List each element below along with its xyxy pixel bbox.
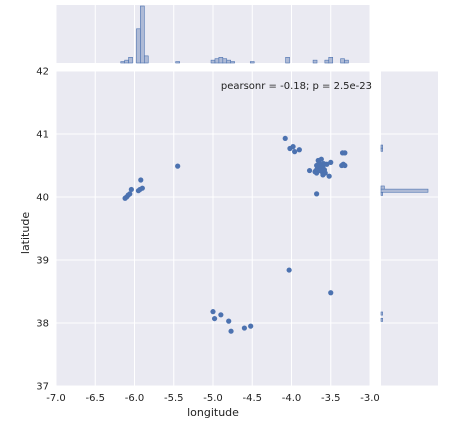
y-tick-label-0: 37 bbox=[36, 382, 49, 393]
x-hist-bar-0 bbox=[120, 61, 125, 64]
y-tick-label-1: 38 bbox=[36, 319, 49, 330]
x-tick-label-8: -3.0 bbox=[360, 393, 380, 404]
pearson-annotation: pearsonr = -0.18; p = 2.5e-23 bbox=[221, 81, 372, 92]
y-hist-bar-3 bbox=[380, 188, 429, 193]
data-point-17 bbox=[282, 135, 288, 142]
data-point-41 bbox=[328, 159, 334, 165]
x-hist-bar-1 bbox=[124, 59, 129, 64]
y-hist-bar-1 bbox=[380, 311, 383, 316]
x-tick-label-3: -5.5 bbox=[164, 393, 184, 404]
x-hist-bar-11 bbox=[226, 59, 231, 64]
data-point-19 bbox=[290, 144, 296, 150]
x-hist-bar-17 bbox=[328, 56, 334, 64]
data-point-15 bbox=[241, 325, 247, 331]
data-point-20 bbox=[292, 149, 298, 155]
y-hist-bar-4 bbox=[380, 185, 385, 190]
y-marginal-histogram bbox=[380, 70, 438, 387]
y-tick-label-2: 39 bbox=[36, 256, 49, 267]
data-point-3 bbox=[127, 191, 133, 197]
data-point-8 bbox=[138, 177, 144, 183]
data-point-10 bbox=[210, 309, 216, 315]
scatter-plot-area: -7.0 -6.5 -6.0 -5.5 -5.0 -4.5 -4.0 -3.5 -3.0 37 38… bbox=[36, 67, 379, 405]
x-hist-bar-19 bbox=[344, 59, 349, 64]
x-hist-bar-9 bbox=[218, 56, 224, 64]
data-point-45 bbox=[317, 167, 323, 174]
x-hist-bar-16 bbox=[324, 59, 330, 64]
x-tick-label-6: -4.0 bbox=[282, 393, 302, 404]
x-hist-bar-5 bbox=[144, 55, 149, 64]
x-tick-label-0: -7.0 bbox=[46, 393, 66, 404]
x-axis-label: longitude bbox=[187, 406, 239, 419]
data-point-22 bbox=[306, 167, 313, 174]
x-hist-bar-6 bbox=[175, 61, 180, 64]
data-point-9 bbox=[175, 163, 181, 169]
data-point-44 bbox=[314, 162, 320, 169]
data-point-39 bbox=[324, 161, 330, 167]
x-tick-label-4: -5.0 bbox=[203, 393, 223, 404]
x-tick-label-2: -6.0 bbox=[125, 393, 145, 404]
data-point-4 bbox=[128, 186, 134, 193]
x-tick-label-1: -6.5 bbox=[85, 393, 105, 404]
x-hist-bar-2 bbox=[128, 56, 133, 64]
x-hist-bar-10 bbox=[222, 58, 228, 64]
x-hist-bar-12 bbox=[230, 61, 235, 64]
x-hist-bar-4 bbox=[140, 5, 145, 64]
data-point-23 bbox=[314, 191, 320, 197]
y-hist-bar-6 bbox=[380, 144, 383, 149]
data-point-7 bbox=[139, 185, 145, 191]
data-point-13 bbox=[226, 318, 232, 324]
x-hist-bar-14 bbox=[285, 56, 290, 64]
x-hist-bar-8 bbox=[214, 58, 220, 64]
x-marginal-histogram bbox=[55, 5, 371, 64]
data-point-52 bbox=[328, 290, 334, 296]
y-tick-label-5: 42 bbox=[36, 67, 49, 78]
data-point-12 bbox=[218, 312, 224, 318]
data-point-11 bbox=[211, 315, 218, 322]
data-point-48 bbox=[342, 162, 348, 169]
x-hist-bar-13 bbox=[249, 61, 255, 64]
data-point-51 bbox=[286, 267, 292, 273]
y-hist-bar-5 bbox=[380, 147, 383, 152]
data-point-14 bbox=[228, 328, 234, 334]
data-point-50 bbox=[342, 150, 348, 156]
x-tick-label-5: -4.5 bbox=[242, 393, 262, 404]
x-tick-label-7: -3.5 bbox=[321, 393, 341, 404]
y-tick-label-3: 40 bbox=[36, 193, 49, 204]
y-axis-label: latitude bbox=[19, 212, 32, 254]
data-point-40 bbox=[326, 173, 332, 179]
x-hist-bar-15 bbox=[312, 59, 318, 64]
data-point-16 bbox=[248, 323, 254, 329]
data-point-38 bbox=[320, 172, 326, 178]
x-hist-bar-3 bbox=[136, 28, 141, 64]
data-point-43 bbox=[318, 156, 324, 162]
data-point-21 bbox=[296, 147, 302, 153]
right-background bbox=[381, 71, 438, 386]
y-hist-bar-2 bbox=[380, 191, 383, 196]
x-hist-bar-18 bbox=[340, 58, 345, 64]
x-hist-bar-7 bbox=[210, 59, 216, 64]
y-hist-bar-0 bbox=[380, 317, 383, 322]
y-tick-label-4: 41 bbox=[36, 130, 49, 141]
